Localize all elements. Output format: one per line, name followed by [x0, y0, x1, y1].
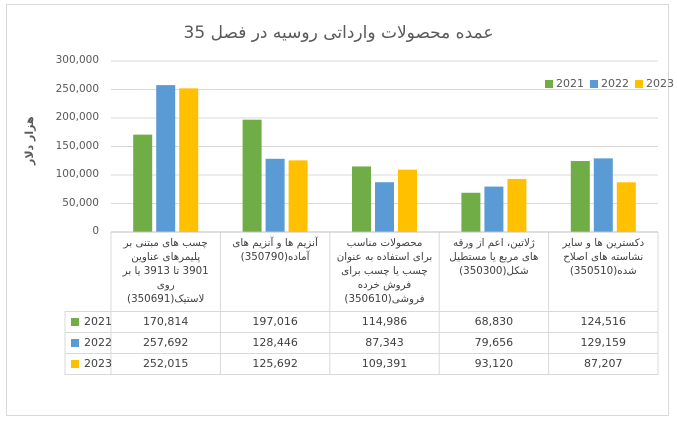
legend-swatch [590, 79, 598, 88]
bar-2022 [265, 158, 285, 232]
y-tick-label: 250,000 [55, 82, 99, 95]
legend-item: 2021 [545, 77, 584, 90]
table-cell: 257,692 [142, 336, 189, 349]
legend-label: 2021 [556, 77, 584, 90]
bar-2023 [507, 178, 527, 232]
bar-2023 [288, 160, 308, 232]
table-cell: 114,986 [361, 315, 408, 328]
table-cell: 79,656 [474, 336, 514, 349]
bar-2022 [484, 186, 504, 232]
y-tick-label: 0 [92, 225, 99, 237]
legend: 2021 2022 2023 [545, 77, 674, 90]
series-name: 2023 [84, 357, 112, 370]
chart-frame: عمده محصولات وارداتی روسیه در فصل 35 هزا… [6, 4, 674, 416]
table-cell: 87,207 [584, 357, 623, 370]
bar-2022 [156, 85, 176, 232]
category-label: آنزیم ها و آنزیم های آماده(350790) [232, 237, 318, 263]
table-cell: 93,120 [474, 357, 514, 370]
legend-label: 2023 [646, 77, 674, 90]
legend-swatch [545, 79, 553, 88]
y-tick-label: 100,000 [55, 168, 99, 180]
bar-2023 [398, 169, 417, 232]
series-name: 2021 [84, 315, 112, 328]
legend-swatch [635, 79, 643, 88]
bar-2021 [352, 166, 371, 232]
table-cell: 252,015 [142, 357, 189, 370]
legend-label: 2022 [601, 77, 629, 90]
table-cell: 128,446 [252, 336, 298, 349]
category-label: ژلاتین، اعم از ورقه های مربع یا مستطیل ش… [449, 237, 539, 277]
table-row-label: 2021 [71, 311, 112, 332]
bar-2021 [133, 134, 153, 232]
category-label: دکسترین ها و سایر نشاسته های اصلاح شده(3… [562, 237, 645, 277]
bar-2023 [179, 88, 199, 233]
table-cell: 129,159 [580, 336, 627, 349]
bar-2021 [570, 161, 590, 232]
table-cell: 170,814 [142, 315, 189, 328]
series-swatch [71, 359, 79, 368]
y-tick-label: 300,000 [55, 54, 99, 66]
legend-item: 2022 [590, 77, 629, 90]
category-label: چسب های مبتنی بر پلیمرهای عناوین 3901 تا… [122, 237, 209, 305]
bar-2021 [461, 192, 481, 232]
chart-plot [64, 60, 659, 375]
y-tick-label: 150,000 [55, 139, 99, 152]
table-cell: 68,830 [474, 315, 514, 328]
table-cell: 87,343 [365, 336, 404, 349]
bar-2022 [375, 182, 394, 232]
table-cell: 197,016 [252, 315, 298, 328]
table-cell: 124,516 [580, 315, 627, 328]
table-cell: 109,391 [361, 357, 408, 370]
y-tick-label: 50,000 [62, 196, 99, 209]
chart-title: عمده محصولات وارداتی روسیه در فصل 35 [183, 23, 494, 43]
table-row-label: 2023 [71, 353, 112, 374]
series-swatch [71, 338, 79, 347]
bar-2021 [242, 119, 262, 232]
y-tick-label: 200,000 [55, 111, 99, 123]
bar-2022 [593, 158, 613, 232]
bar-2023 [616, 182, 636, 232]
series-swatch [71, 317, 79, 326]
table-cell: 125,692 [252, 357, 298, 370]
legend-item: 2023 [635, 77, 674, 90]
table-row-label: 2022 [71, 332, 112, 353]
series-name: 2022 [84, 336, 112, 349]
category-label: محصولات مناسب برای استفاده به عنوان چسب … [336, 237, 433, 305]
